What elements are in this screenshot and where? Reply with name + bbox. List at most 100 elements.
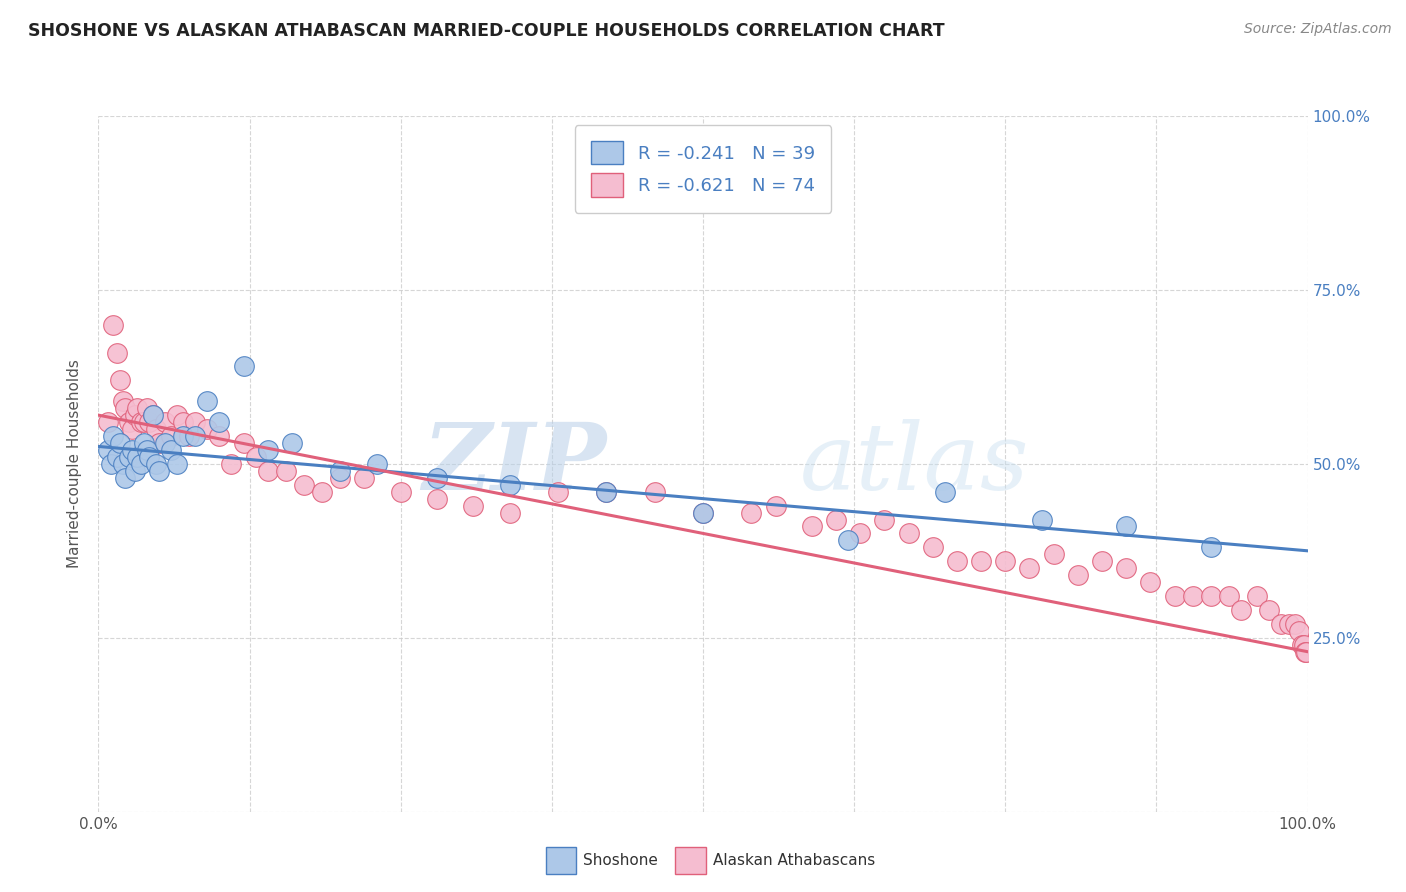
Point xyxy=(127,450,149,464)
Point xyxy=(1294,645,1316,659)
Point xyxy=(1067,568,1090,582)
Point xyxy=(221,457,243,471)
Point xyxy=(1295,645,1317,659)
Point xyxy=(1284,616,1306,631)
Text: Source: ZipAtlas.com: Source: ZipAtlas.com xyxy=(1244,22,1392,37)
Point xyxy=(426,471,449,485)
Point xyxy=(124,464,146,478)
Point xyxy=(108,436,131,450)
Point xyxy=(138,415,160,429)
Point xyxy=(142,408,165,422)
Point xyxy=(1181,589,1204,603)
Point xyxy=(921,541,943,555)
Point xyxy=(353,471,375,485)
Point xyxy=(692,506,714,520)
Point xyxy=(148,436,170,450)
Point xyxy=(1278,616,1301,631)
Point xyxy=(740,506,762,520)
Point xyxy=(1246,589,1268,603)
Point xyxy=(134,436,156,450)
Point xyxy=(897,526,920,541)
Point xyxy=(166,408,188,422)
Point xyxy=(108,373,131,387)
Point xyxy=(1270,616,1292,631)
Point xyxy=(118,415,141,429)
Point xyxy=(232,359,254,374)
Point xyxy=(1199,541,1222,555)
Point xyxy=(105,450,128,464)
Point xyxy=(426,491,449,506)
Point xyxy=(498,477,520,491)
Point xyxy=(970,554,993,568)
Point xyxy=(142,408,165,422)
Point xyxy=(135,401,157,416)
Point xyxy=(389,484,412,499)
Point xyxy=(800,519,823,533)
Point xyxy=(97,442,120,457)
Point xyxy=(101,318,124,332)
Point xyxy=(148,464,170,478)
Text: Alaskan Athabascans: Alaskan Athabascans xyxy=(713,854,875,868)
Point xyxy=(1163,589,1185,603)
Y-axis label: Married-couple Households: Married-couple Households xyxy=(67,359,83,568)
Point xyxy=(1091,554,1114,568)
Point xyxy=(1115,561,1137,575)
Point xyxy=(172,429,194,443)
Point xyxy=(135,442,157,457)
Point xyxy=(114,471,136,485)
Point xyxy=(837,533,859,548)
Point xyxy=(111,457,134,471)
Point xyxy=(946,554,969,568)
Point xyxy=(124,408,146,422)
Point xyxy=(153,436,176,450)
Point xyxy=(1291,638,1313,652)
Point xyxy=(692,506,714,520)
Point xyxy=(1257,603,1279,617)
Point xyxy=(498,506,520,520)
Point xyxy=(179,429,201,443)
Point xyxy=(105,345,128,359)
Point xyxy=(1230,603,1253,617)
Point xyxy=(1218,589,1240,603)
Point xyxy=(153,415,176,429)
Point xyxy=(118,450,141,464)
Point xyxy=(245,450,267,464)
Point xyxy=(114,401,136,416)
Point xyxy=(129,457,152,471)
Point xyxy=(994,554,1017,568)
Text: ZIP: ZIP xyxy=(422,419,606,508)
Point xyxy=(184,415,207,429)
Point xyxy=(825,512,848,526)
Point xyxy=(1018,561,1040,575)
Point xyxy=(849,526,872,541)
Point xyxy=(463,499,485,513)
Point xyxy=(256,442,278,457)
Point xyxy=(595,484,617,499)
Point xyxy=(1288,624,1310,638)
Point xyxy=(160,429,183,443)
Point xyxy=(547,484,569,499)
Point xyxy=(160,442,183,457)
Point xyxy=(184,429,207,443)
Point xyxy=(1031,512,1053,526)
Point xyxy=(765,499,787,513)
Point xyxy=(329,471,352,485)
Point xyxy=(100,457,122,471)
Text: atlas: atlas xyxy=(800,419,1029,508)
Point xyxy=(311,484,333,499)
Point xyxy=(1139,575,1161,590)
Text: SHOSHONE VS ALASKAN ATHABASCAN MARRIED-COUPLE HOUSEHOLDS CORRELATION CHART: SHOSHONE VS ALASKAN ATHABASCAN MARRIED-C… xyxy=(28,22,945,40)
Point xyxy=(644,484,666,499)
Point xyxy=(256,464,278,478)
Point xyxy=(166,457,188,471)
Point xyxy=(595,484,617,499)
Point xyxy=(195,394,218,409)
Point xyxy=(145,422,167,436)
Point xyxy=(127,401,149,416)
Point xyxy=(172,415,194,429)
Point xyxy=(129,415,152,429)
Point xyxy=(111,394,134,409)
Point xyxy=(292,477,315,491)
Point xyxy=(366,457,388,471)
Point xyxy=(329,464,352,478)
